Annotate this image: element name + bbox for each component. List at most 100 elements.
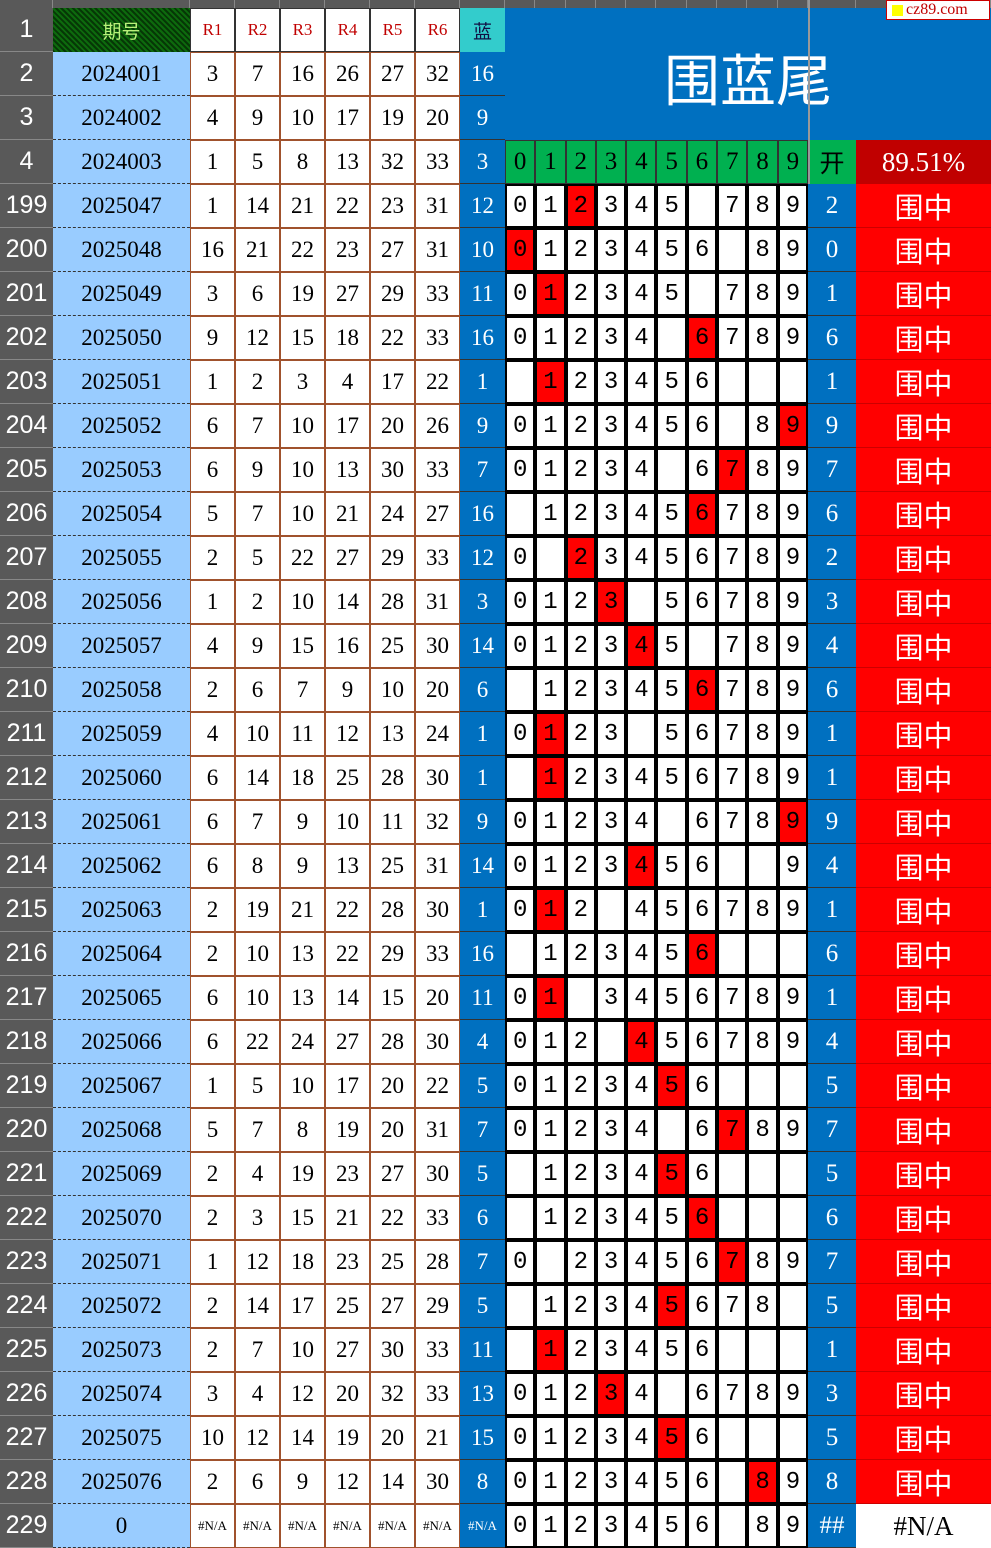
row-header[interactable]: 211: [0, 712, 53, 756]
digit-cell[interactable]: [717, 1284, 748, 1328]
blue-ball-cell[interactable]: 6: [460, 1196, 505, 1240]
column-header[interactable]: [807, 0, 856, 8]
red-ball-cell[interactable]: 28: [370, 1020, 415, 1064]
issue-cell[interactable]: 2025053: [53, 448, 190, 492]
digit-cell[interactable]: [656, 316, 687, 360]
red-ball-cell[interactable]: 16: [280, 52, 325, 96]
digit-cell[interactable]: [777, 932, 808, 976]
digit-cell[interactable]: [505, 1328, 536, 1372]
row-header[interactable]: 202: [0, 316, 53, 360]
digit-cell[interactable]: [777, 272, 808, 316]
digit-cell[interactable]: [747, 228, 778, 272]
digit-cell[interactable]: [656, 1328, 687, 1372]
open-tail-cell[interactable]: 1: [807, 1328, 856, 1372]
digit-cell[interactable]: [505, 1196, 536, 1240]
digit-cell[interactable]: [747, 1416, 778, 1460]
column-header[interactable]: [280, 0, 325, 8]
digit-cell[interactable]: [747, 976, 778, 1020]
digit-cell[interactable]: [747, 1108, 778, 1152]
digit-cell[interactable]: [717, 1196, 748, 1240]
digit-cell[interactable]: [626, 668, 657, 712]
red-ball-cell[interactable]: 20: [370, 1108, 415, 1152]
digit-cell[interactable]: [595, 1416, 627, 1460]
digit-cell[interactable]: [595, 492, 627, 536]
column-header[interactable]: [535, 0, 566, 8]
digit-cell[interactable]: [777, 1284, 808, 1328]
red-ball-cell[interactable]: 25: [370, 1240, 415, 1284]
red-ball-cell[interactable]: 27: [370, 1152, 415, 1196]
digit-cell[interactable]: [686, 1020, 718, 1064]
digit-cell[interactable]: [595, 1460, 627, 1504]
red-ball-cell[interactable]: 31: [415, 184, 460, 228]
red-ball-cell[interactable]: 31: [415, 580, 460, 624]
red-ball-cell[interactable]: 33: [415, 140, 460, 184]
blue-ball-cell[interactable]: 7: [460, 1240, 505, 1284]
digit-cell-hit[interactable]: [535, 712, 566, 756]
row-header[interactable]: 213: [0, 800, 53, 844]
issue-cell[interactable]: 2025068: [53, 1108, 190, 1152]
red-ball-cell[interactable]: 6: [190, 844, 235, 888]
digit-cell[interactable]: [747, 1284, 778, 1328]
digit-cell[interactable]: [656, 360, 687, 404]
red-ball-cell[interactable]: 27: [325, 272, 370, 316]
header-blue[interactable]: 蓝: [460, 8, 505, 52]
blue-ball-cell[interactable]: 5: [460, 1152, 505, 1196]
open-tail-cell[interactable]: 1: [807, 712, 856, 756]
row-header[interactable]: 2: [0, 52, 53, 96]
red-ball-cell[interactable]: 2: [190, 1284, 235, 1328]
red-ball-cell[interactable]: 12: [235, 316, 280, 360]
digit-cell[interactable]: [565, 404, 596, 448]
red-ball-cell[interactable]: 14: [235, 1284, 280, 1328]
digit-cell[interactable]: [626, 976, 657, 1020]
digit-cell[interactable]: [565, 1416, 596, 1460]
blue-ball-cell[interactable]: 14: [460, 624, 505, 668]
digit-cell[interactable]: [505, 492, 536, 536]
red-ball-cell[interactable]: 5: [235, 140, 280, 184]
red-ball-cell[interactable]: 19: [325, 1416, 370, 1460]
digit-cell[interactable]: [565, 668, 596, 712]
digit-cell[interactable]: [717, 228, 748, 272]
digit-cell[interactable]: [505, 1284, 536, 1328]
red-ball-cell[interactable]: 10: [280, 492, 325, 536]
row-header[interactable]: 215: [0, 888, 53, 932]
result-cell[interactable]: 围中: [855, 1372, 991, 1416]
digit-cell[interactable]: [626, 580, 657, 624]
digit-cell[interactable]: [595, 404, 627, 448]
digit-cell[interactable]: [505, 888, 536, 932]
digit-cell[interactable]: [686, 1460, 718, 1504]
red-ball-cell[interactable]: 6: [190, 800, 235, 844]
red-ball-cell[interactable]: 10: [235, 712, 280, 756]
digit-cell[interactable]: [626, 184, 657, 228]
digit-cell[interactable]: [595, 272, 627, 316]
digit-cell[interactable]: [565, 272, 596, 316]
blue-ball-cell[interactable]: 9: [460, 96, 505, 140]
digit-cell[interactable]: [535, 1416, 566, 1460]
red-ball-cell[interactable]: 25: [325, 756, 370, 800]
digit-cell[interactable]: [626, 1372, 657, 1416]
result-cell[interactable]: 围中: [855, 1196, 991, 1240]
digit-cell-hit[interactable]: [535, 1328, 566, 1372]
digit-cell-hit[interactable]: [656, 1152, 687, 1196]
column-header[interactable]: [595, 0, 627, 8]
red-ball-cell[interactable]: #N/A: [280, 1504, 325, 1548]
red-ball-cell[interactable]: 14: [325, 580, 370, 624]
digit-cell[interactable]: [656, 1020, 687, 1064]
result-cell[interactable]: 围中: [855, 1108, 991, 1152]
digit-cell[interactable]: [505, 624, 536, 668]
digit-cell[interactable]: [595, 1284, 627, 1328]
digit-cell[interactable]: [777, 888, 808, 932]
digit-cell[interactable]: [595, 184, 627, 228]
digit-cell[interactable]: [535, 1284, 566, 1328]
blue-ball-cell[interactable]: 11: [460, 272, 505, 316]
red-ball-cell[interactable]: 19: [325, 1108, 370, 1152]
digit-cell[interactable]: [686, 184, 718, 228]
row-header[interactable]: 226: [0, 1372, 53, 1416]
red-ball-cell[interactable]: 10: [190, 1416, 235, 1460]
red-ball-cell[interactable]: 10: [235, 932, 280, 976]
digit-cell[interactable]: [535, 404, 566, 448]
digit-cell[interactable]: [535, 668, 566, 712]
result-cell[interactable]: 围中: [855, 492, 991, 536]
column-header[interactable]: [686, 0, 718, 8]
column-header[interactable]: [656, 0, 687, 8]
digit-cell[interactable]: [747, 360, 778, 404]
